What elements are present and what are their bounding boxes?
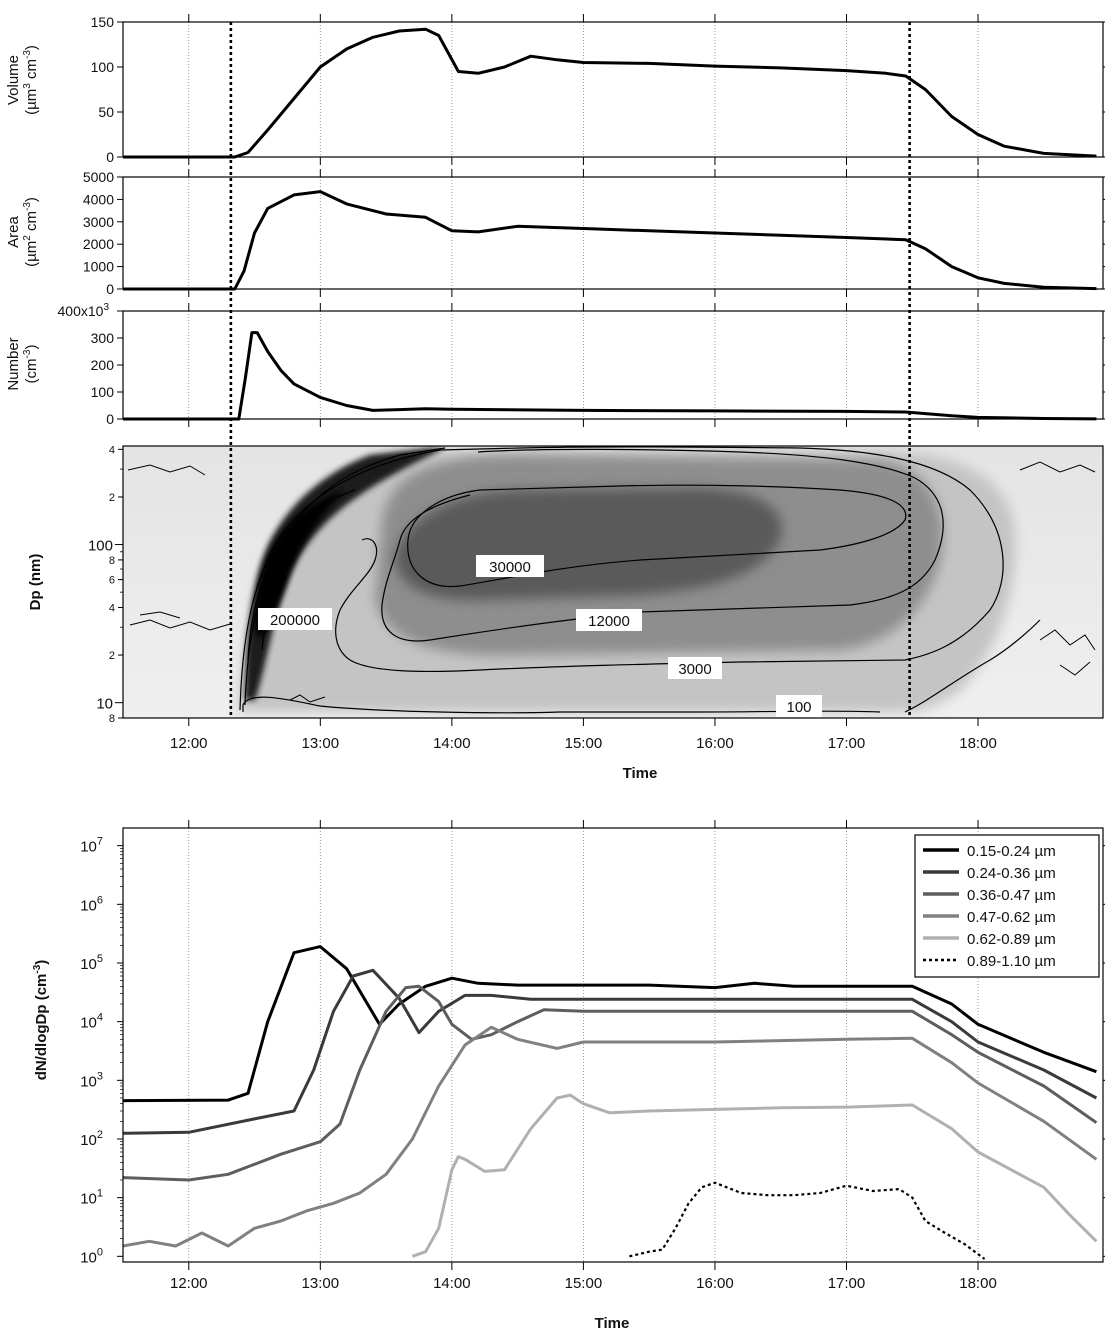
y-tick-label: 2000 (83, 236, 114, 252)
x-tick-label: 16:00 (696, 735, 734, 752)
y-tick-label: 0 (106, 411, 114, 427)
x-tick-label: 18:00 (959, 735, 997, 752)
plot-frame (122, 21, 1104, 158)
heatmap-frame (122, 445, 1104, 719)
heatmap-xlabel: Time (623, 765, 658, 782)
x-tick-label: 17:00 (828, 1275, 866, 1292)
x-tick-label: 17:00 (828, 735, 866, 752)
volume-ylabel: Volume(µm3 cm-3) (5, 45, 40, 115)
y-tick-label: 2 (109, 650, 115, 662)
y-tick-label: 104 (80, 1012, 103, 1032)
series-line-3 (122, 1025, 1098, 1248)
density-core (255, 490, 345, 640)
contour-label-200000: 200000 (270, 612, 320, 629)
x-tick-label: 12:00 (170, 735, 208, 752)
y-tick-label: 103 (80, 1070, 103, 1090)
area-ylabel: Area(µm2 cm-3) (5, 197, 40, 267)
plot-frame (122, 176, 1104, 290)
contour-12000 (244, 447, 944, 706)
y-tick-label: 50 (98, 104, 114, 120)
series-line-1 (122, 968, 1098, 1135)
density-plume (245, 448, 445, 700)
y-tick-label: 4 (109, 444, 115, 456)
legend-box (914, 834, 1100, 978)
y-tick-label: 3000 (83, 214, 114, 230)
y-tick-label: 100 (80, 1246, 103, 1266)
x-tick-label: 14:00 (433, 1275, 471, 1292)
x-tick-label: 15:00 (565, 1275, 603, 1292)
size-distribution-panel: 12:00 13:00 14:00 15:00 16:00 17:00 18:0081024… (27, 444, 1104, 782)
y-tick-label: 4 (109, 602, 115, 614)
contour-label-3000: 3000 (678, 661, 711, 678)
contour-label-30000: 30000 (489, 559, 531, 576)
x-tick-label: 13:00 (302, 1275, 340, 1292)
contour-30000 (407, 484, 907, 588)
series-line-2 (122, 984, 1098, 1182)
plot-frame (122, 310, 1104, 420)
legend-label-5: 0.89-1.10 µm (967, 953, 1056, 970)
legend-label-2: 0.36-0.47 µm (967, 887, 1056, 904)
y-tick-label: 100 (91, 59, 115, 75)
x-tick-label: 15:00 (565, 735, 603, 752)
series-line-0 (123, 331, 1097, 421)
size-bins-panel: 12:00 13:00 14:00 15:00 16:00 17:00 18:00 100 10… (32, 820, 1105, 1332)
series-line-4 (411, 1093, 1098, 1258)
y-tick-label: 8 (109, 555, 115, 567)
x-tick-label: 18:00 (959, 1275, 997, 1292)
volume-panel: 0 50 100 150 Volume(µm3 cm-3) (5, 14, 1105, 165)
y-tick-label: 10 (96, 696, 113, 713)
y-tick-label: 107 (80, 836, 103, 856)
y-tick-label: 150 (91, 14, 115, 30)
number-ylabel: Number(cm-3) (5, 337, 40, 390)
x-tick-label: 14:00 (433, 735, 471, 752)
y-tick-label: 0 (106, 281, 114, 297)
series-line-0 (122, 945, 1097, 1103)
series-line-0 (123, 27, 1097, 159)
number-panel: 0 100 200 300 400x103 Number(cm-3) (5, 302, 1105, 427)
bins-xlabel: Time (595, 1315, 630, 1332)
contour-labels: 200000 30000 12000 3000 100 (258, 555, 822, 717)
contour-label-100: 100 (786, 699, 811, 716)
y-tick-label: 100 (91, 384, 115, 400)
legend-label-0: 0.15-0.24 µm (967, 843, 1056, 860)
bins-ylabel: dN/dlogDp (cm-3) (32, 960, 50, 1081)
x-tick-label: 16:00 (696, 1275, 734, 1292)
series-line-5 (629, 1181, 986, 1260)
y-tick-label: 101 (80, 1188, 103, 1208)
legend: 0.15-0.24 µm 0.24-0.36 µm 0.36-0.47 µm 0.47… (914, 834, 1100, 978)
y-tick-label: 106 (80, 894, 103, 914)
legend-label-3: 0.47-0.62 µm (967, 909, 1056, 926)
y-tick-label: 4000 (83, 191, 114, 207)
y-tick-label: 0 (106, 149, 114, 165)
legend-label-4: 0.62-0.89 µm (967, 931, 1056, 948)
y-tick-label: 5000 (83, 169, 114, 185)
y-tick-label: 102 (80, 1129, 103, 1149)
x-tick-label: 12:00 (170, 1275, 208, 1292)
y-tick-label: 6 (109, 575, 115, 587)
event-markers (229, 22, 911, 718)
series-line-0 (123, 190, 1097, 291)
y-tick-label: 400x103 (58, 302, 110, 319)
y-tick-label: 200 (91, 357, 115, 373)
legend-label-1: 0.24-0.36 µm (967, 865, 1056, 882)
y-tick-label: 300 (91, 330, 115, 346)
contour-label-12000: 12000 (588, 613, 630, 630)
y-tick-label: 1000 (83, 259, 114, 275)
x-tick-label: 13:00 (302, 735, 340, 752)
heatmap-ylabel: Dp (nm) (27, 554, 44, 611)
y-tick-label: 2 (109, 492, 115, 504)
contour-speckle (127, 461, 1096, 703)
contour-3000 (239, 446, 1004, 711)
y-tick-label: 100 (88, 538, 113, 555)
y-tick-label: 8 (109, 713, 115, 725)
y-tick-label: 105 (80, 953, 103, 973)
area-panel: 0 1000 2000 3000 4000 5000 Area(µm2 cm-3) (5, 169, 1105, 297)
